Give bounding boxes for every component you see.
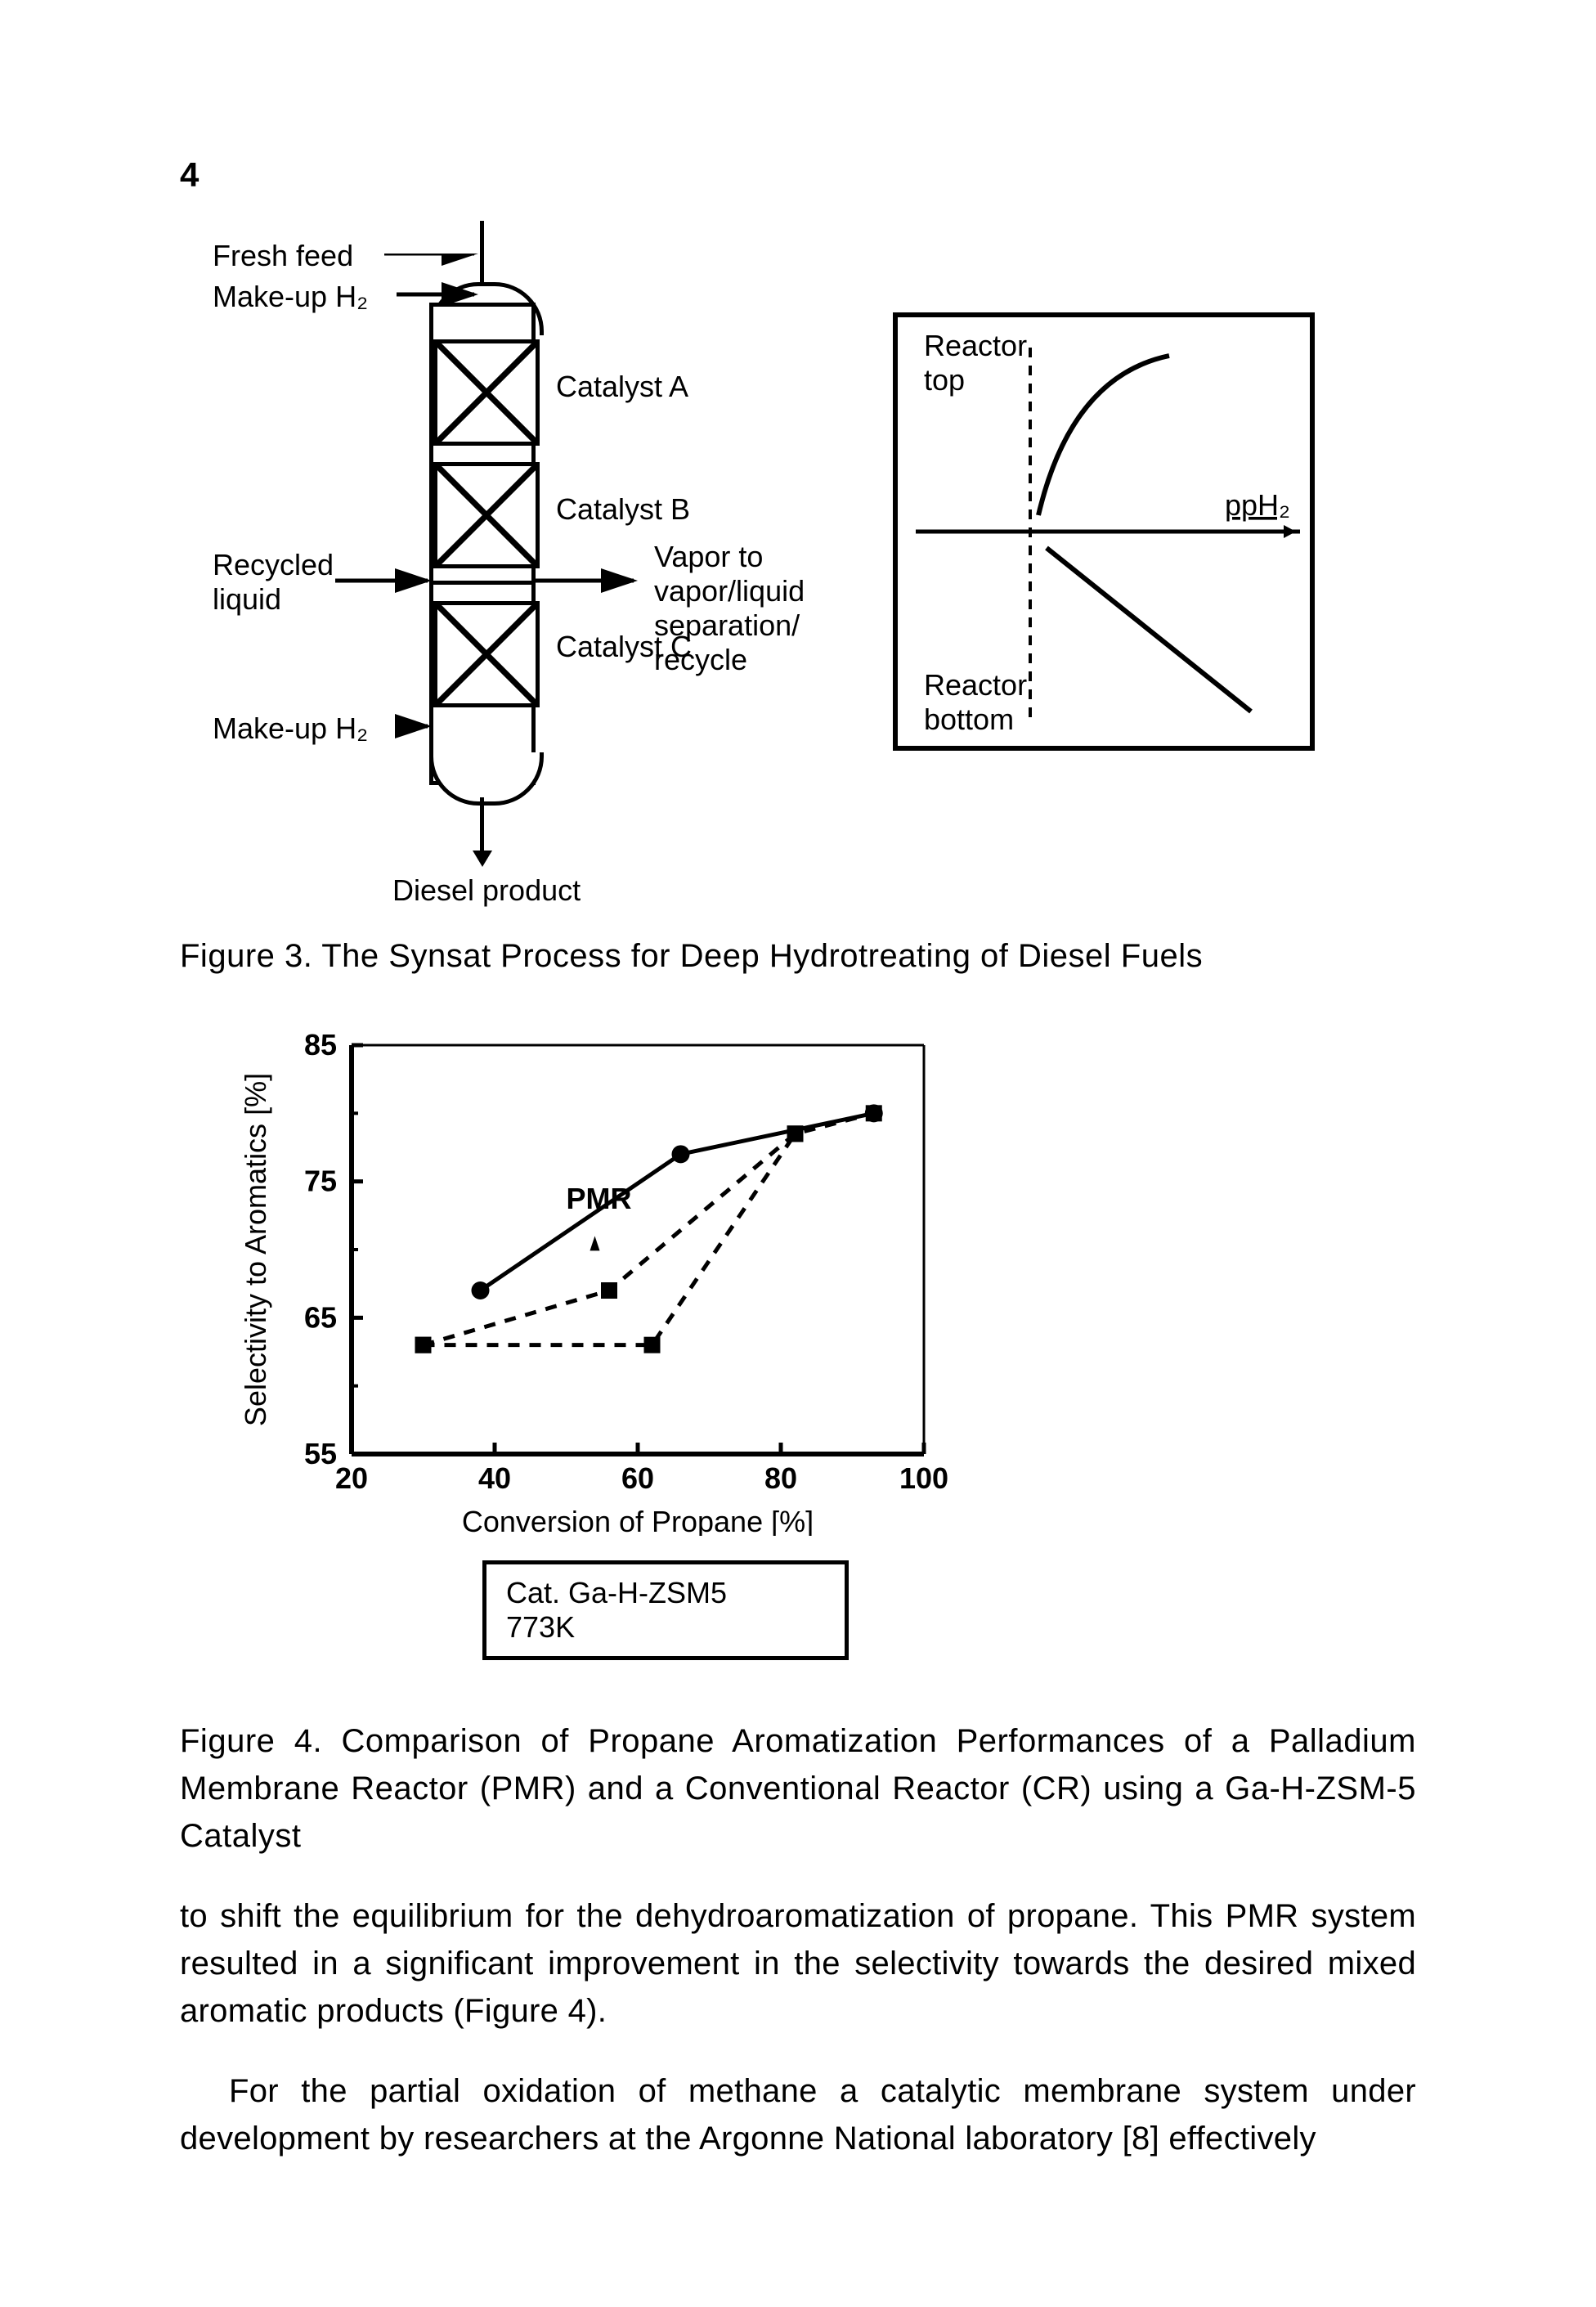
- svg-text:40: 40: [478, 1461, 511, 1495]
- svg-text:75: 75: [304, 1165, 337, 1198]
- label-reactor-bottom-2: bottom: [924, 702, 1014, 736]
- label-diesel-product: Diesel product: [392, 873, 581, 908]
- svg-text:60: 60: [621, 1461, 654, 1495]
- figure4-caption: Figure 4. Comparison of Propane Aromatiz…: [180, 1717, 1416, 1860]
- label-reactor-bottom-1: Reactor: [924, 668, 1027, 702]
- figure3-caption: Figure 3. The Synsat Process for Deep Hy…: [180, 932, 1416, 980]
- label-catalyst-b: Catalyst B: [556, 492, 690, 527]
- svg-text:85: 85: [304, 1029, 337, 1061]
- label-reactor-top-2: top: [924, 363, 965, 397]
- svg-text:PMR: PMR: [567, 1182, 632, 1215]
- label-makeup-h2-top: Make-up H₂: [213, 280, 368, 314]
- label-vapor-3: separation/: [654, 608, 800, 643]
- label-recycled-2: liquid: [213, 582, 281, 617]
- svg-text:55: 55: [304, 1437, 337, 1470]
- svg-text:20: 20: [335, 1461, 368, 1495]
- legend-line-1: Cat. Ga-H-ZSM5: [506, 1576, 825, 1610]
- figure3-reactor-diagram: Fresh feed Make-up H₂ Recycled liquid Ma…: [213, 254, 826, 891]
- label-catalyst-a: Catalyst A: [556, 370, 688, 404]
- label-makeup-h2-bot: Make-up H₂: [213, 711, 368, 746]
- page-number: 4: [180, 155, 199, 195]
- svg-text:80: 80: [764, 1461, 797, 1495]
- label-reactor-top-1: Reactor: [924, 329, 1027, 362]
- body-paragraph-1: to shift the equilibrium for the dehydro…: [180, 1892, 1416, 2035]
- figure3-profile-chart: Reactor top ppH₂ Reactor bottom: [891, 311, 1316, 752]
- legend-line-2: 773K: [506, 1610, 825, 1645]
- label-fresh-feed: Fresh feed: [213, 239, 353, 273]
- body-p2-text: For the partial oxidation of methane a c…: [180, 2073, 1416, 2157]
- label-recycled-1: Recycled: [213, 548, 334, 582]
- figure4-chart: 55 65 75 85 20 40 60 80 100 PMR Conversion of Prop…: [229, 1029, 1416, 1536]
- body-paragraph-2: For the partial oxidation of methane a c…: [180, 2067, 1416, 2162]
- label-vapor-2: vapor/liquid: [654, 574, 805, 608]
- svg-text:100: 100: [899, 1461, 948, 1495]
- figure-4: 55 65 75 85 20 40 60 80 100 PMR Conversion of Prop…: [229, 1029, 1416, 1660]
- figure4-legend-box: Cat. Ga-H-ZSM5 773K: [482, 1560, 849, 1660]
- label-vapor-1: Vapor to: [654, 540, 763, 574]
- label-vapor-4: recycle: [654, 643, 747, 677]
- svg-text:Conversion of Propane [%]: Conversion of Propane [%]: [462, 1505, 814, 1536]
- label-pph2: ppH₂: [1225, 488, 1290, 522]
- figure-3: Fresh feed Make-up H₂ Recycled liquid Ma…: [213, 254, 1416, 891]
- svg-text:65: 65: [304, 1300, 337, 1334]
- svg-text:Selectivity to Aromatics [%]: Selectivity to Aromatics [%]: [239, 1073, 272, 1426]
